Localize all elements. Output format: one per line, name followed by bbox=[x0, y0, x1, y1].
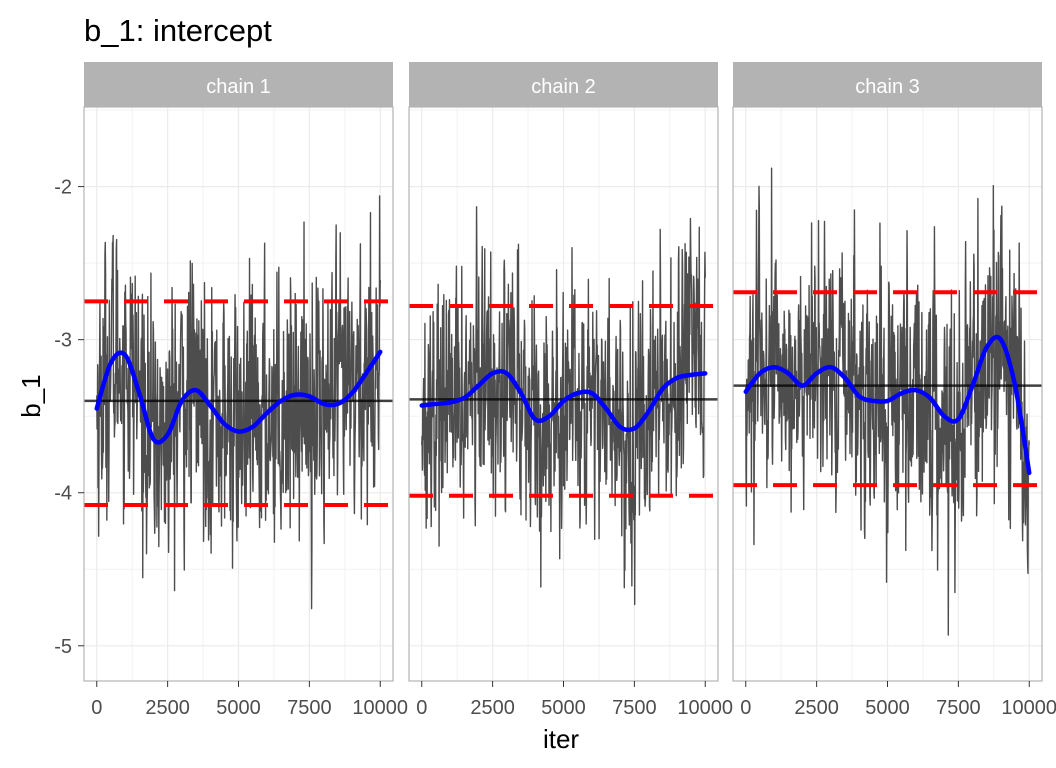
facet-strip-label: chain 2 bbox=[531, 76, 596, 98]
x-tick-label: 2500 bbox=[794, 697, 839, 719]
facet-strip-label: chain 1 bbox=[206, 76, 271, 98]
x-tick-label: 7500 bbox=[936, 697, 981, 719]
y-axis-title: b_1 bbox=[16, 374, 46, 417]
facet-panel-chain-3: chain 3 0 2500 5000 7500 10000 bbox=[732, 62, 1056, 719]
facet-strip bbox=[409, 62, 718, 107]
facet-strip-label: chain 3 bbox=[855, 76, 920, 98]
smooth-line bbox=[743, 334, 1032, 476]
facet-panels: chain 1 0 2500 5000 7500 10000 chain 2 0 2500 500… bbox=[83, 62, 1056, 719]
x-tick-label: 0 bbox=[740, 697, 751, 719]
x-tick-label: 10000 bbox=[677, 697, 733, 719]
x-tick-label: 0 bbox=[91, 697, 102, 719]
y-tick-label: -4 bbox=[54, 483, 72, 505]
chart-title: b_1: intercept bbox=[84, 13, 272, 48]
x-tick-label: 5000 bbox=[541, 697, 586, 719]
x-tick-label: 2500 bbox=[470, 697, 515, 719]
smooth-line bbox=[419, 369, 708, 433]
x-tick-label: 5000 bbox=[216, 697, 261, 719]
trace-line bbox=[421, 206, 706, 606]
facet-strip bbox=[84, 62, 393, 107]
x-tick-label: 7500 bbox=[612, 697, 657, 719]
y-tick-label: -3 bbox=[54, 330, 72, 352]
y-tick-label: -5 bbox=[54, 636, 72, 658]
facet-panel-chain-1: chain 1 0 2500 5000 7500 10000 bbox=[83, 62, 408, 719]
x-tick-label: 7500 bbox=[287, 697, 332, 719]
facet-panel-chain-2: chain 2 0 2500 5000 7500 10000 bbox=[408, 62, 733, 719]
y-axis-ticks: -2 -3 -4 -5 bbox=[54, 177, 84, 658]
smooth-line bbox=[94, 349, 383, 445]
x-axis-title: iter bbox=[543, 724, 579, 754]
trace-line bbox=[745, 167, 1030, 636]
x-tick-label: 0 bbox=[416, 697, 427, 719]
x-tick-label: 2500 bbox=[145, 697, 190, 719]
y-tick-label: -2 bbox=[54, 177, 72, 199]
trace-line bbox=[96, 195, 381, 610]
x-tick-label: 10000 bbox=[1001, 697, 1056, 719]
x-tick-label: 5000 bbox=[865, 697, 910, 719]
facet-strip bbox=[733, 62, 1042, 107]
x-tick-label: 10000 bbox=[352, 697, 408, 719]
